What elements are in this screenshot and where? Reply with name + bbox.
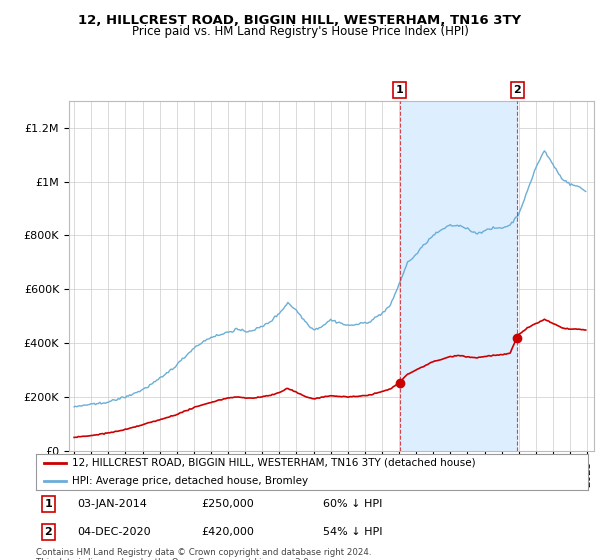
Text: HPI: Average price, detached house, Bromley: HPI: Average price, detached house, Brom…	[72, 476, 308, 486]
Text: Price paid vs. HM Land Registry's House Price Index (HPI): Price paid vs. HM Land Registry's House …	[131, 25, 469, 38]
Text: 12, HILLCREST ROAD, BIGGIN HILL, WESTERHAM, TN16 3TY: 12, HILLCREST ROAD, BIGGIN HILL, WESTERH…	[79, 14, 521, 27]
Bar	[400, 101, 517, 451]
Text: 1: 1	[396, 85, 404, 95]
Text: £250,000: £250,000	[202, 499, 254, 509]
Text: 2: 2	[44, 527, 52, 537]
Text: 12, HILLCREST ROAD, BIGGIN HILL, WESTERHAM, TN16 3TY (detached house): 12, HILLCREST ROAD, BIGGIN HILL, WESTERH…	[72, 458, 476, 468]
Text: 54% ↓ HPI: 54% ↓ HPI	[323, 527, 383, 537]
Text: 1: 1	[44, 499, 52, 509]
Text: 60% ↓ HPI: 60% ↓ HPI	[323, 499, 382, 509]
Text: Contains HM Land Registry data © Crown copyright and database right 2024.
This d: Contains HM Land Registry data © Crown c…	[36, 548, 371, 560]
Text: 2: 2	[514, 85, 521, 95]
Text: £420,000: £420,000	[202, 527, 254, 537]
Text: 04-DEC-2020: 04-DEC-2020	[77, 527, 151, 537]
Text: 03-JAN-2014: 03-JAN-2014	[77, 499, 147, 509]
